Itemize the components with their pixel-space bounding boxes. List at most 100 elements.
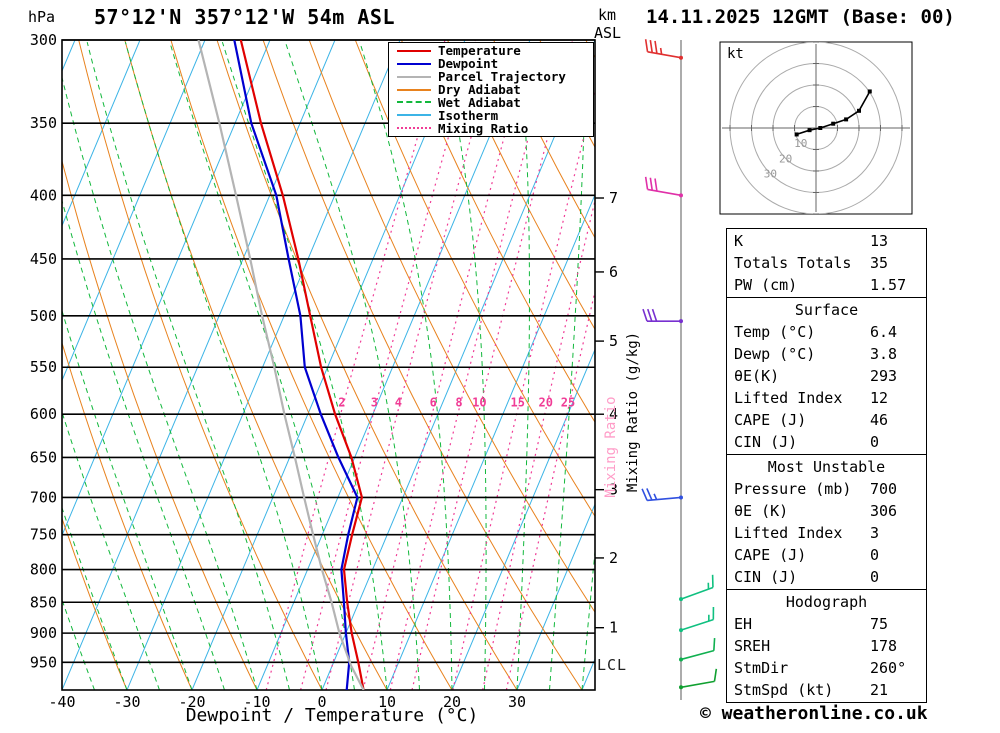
mixing-ratio-line: [265, 40, 446, 690]
table-row: Dewp (°C) 3.8: [727, 343, 926, 365]
legend-label: Isotherm: [438, 107, 499, 123]
table-row: Lifted Index 12: [727, 387, 926, 409]
parcel-trajectory-curve: [197, 40, 365, 690]
wind-barb-station-dot: [679, 319, 683, 324]
table-row: K 13: [727, 230, 926, 252]
legend-label: Temperature: [438, 43, 521, 59]
mixing-ratio-value-label: 20: [539, 396, 553, 410]
table-row-value: 306: [870, 502, 898, 520]
dry-adiabat-line: [216, 40, 518, 690]
mixing-ratio-value-label: 15: [510, 396, 524, 410]
legend-line-swatch: [397, 49, 431, 52]
hodograph-trace-point: [831, 121, 836, 126]
wet-adiabat-line: [62, 75, 258, 690]
temperature-curve: [239, 40, 365, 690]
wet-adiabat-line: [516, 42, 530, 690]
table-row-value: 35: [870, 254, 889, 272]
table-row-label: StmDir: [734, 659, 789, 677]
mixing-ratio-axis-label: Mixing Ratio (g/kg): [625, 331, 641, 493]
mixing-ratio-line: [452, 89, 595, 690]
isotherm-line: [321, 40, 595, 690]
table-row-value: 3.8: [870, 345, 898, 363]
km-tick-label: 3: [609, 481, 618, 499]
table-section-header: Surface: [794, 301, 859, 319]
table-section-header: Most Unstable: [767, 458, 886, 476]
wind-barb: [642, 308, 683, 324]
dewpoint-curve: [233, 40, 359, 690]
legend-label: Dewpoint: [438, 56, 499, 72]
isotherm-line: [451, 348, 595, 690]
table-row-value: 75: [870, 615, 889, 633]
pressure-tick-label: 600: [30, 405, 57, 423]
legend-item: Wet Adiabat: [389, 95, 593, 110]
wet-adiabat-line: [62, 410, 160, 690]
km-tick-label: 2: [609, 549, 618, 567]
isotherm-line: [62, 40, 141, 228]
table-row-label: StmSpd (kt): [734, 681, 834, 699]
dry-adiabat-line: [262, 40, 583, 690]
table-row-value: 178: [870, 637, 898, 655]
pressure-tick-label: 900: [30, 624, 57, 642]
pressure-unit-label: hPa: [28, 8, 56, 26]
pressure-tick-label: 450: [30, 250, 57, 268]
table-row-value: 46: [870, 411, 889, 429]
hodograph-trace-point: [818, 126, 823, 130]
dry-adiabat-line: [400, 40, 595, 424]
table-row: θE (K) 306: [727, 500, 926, 522]
datetime-label: 14.11.2025 12GMT (Base: 00): [646, 6, 955, 28]
table-row-value: 0: [870, 546, 880, 564]
x-tick-label: 20: [443, 693, 461, 711]
pressure-tick-label: 650: [30, 448, 57, 466]
wind-barb: [679, 668, 718, 690]
table-row-label: θE(K): [734, 367, 780, 385]
legend-item: Isotherm: [389, 107, 593, 123]
isotherm-line: [0, 40, 10, 690]
table-row: StmDir 260°: [727, 657, 926, 679]
table-row: CIN (J) 0: [727, 431, 926, 453]
wind-barb: [644, 39, 683, 60]
legend-item: Temperature: [389, 43, 593, 59]
x-tick-label: 0: [317, 693, 326, 711]
mixing-ratio-line: [300, 40, 476, 690]
dry-adiabat-line: [170, 40, 453, 690]
wind-barb-station-dot: [679, 628, 683, 633]
dry-adiabat-line: [354, 40, 595, 518]
km-tick-label: 5: [609, 332, 618, 350]
x-tick-label: -10: [243, 693, 270, 711]
x-tick-label: 10: [378, 693, 396, 711]
hodograph-trace-point: [867, 89, 872, 94]
isotherm-line: [62, 40, 336, 690]
table-row-label: Temp (°C): [734, 323, 816, 341]
legend-line-swatch: [397, 127, 431, 130]
pressure-tick-label: 550: [30, 358, 57, 376]
table-row-value: 3: [870, 524, 880, 542]
pressure-tick-label: 400: [30, 186, 57, 204]
legend-item: Dry Adiabat: [389, 82, 593, 97]
table-row: EH 75: [727, 613, 926, 635]
table-section: K 13 Totals Totals 35 PW (cm) 1.57: [727, 229, 926, 297]
plot-border: [61, 39, 596, 691]
wet-adiabat-line: [62, 506, 128, 690]
indices-table: K 13 Totals Totals 35 PW (cm) 1.57 Surface Temp…: [726, 228, 927, 703]
table-row-label: PW (cm): [734, 276, 798, 294]
hodograph-ring-label: 20: [779, 152, 792, 165]
wet-adiabat-line: [440, 41, 487, 690]
legend-item: Parcel Trajectory: [389, 69, 593, 84]
isotherm-line: [191, 40, 466, 690]
mixing-ratio-line: [411, 40, 574, 690]
dry-adiabat-line: [493, 40, 595, 239]
wet-adiabat-line: [221, 41, 388, 690]
table-row: CAPE (J) 46: [727, 409, 926, 431]
dry-adiabat-line: [62, 341, 193, 690]
wind-barb-station-dot: [679, 193, 683, 198]
table-row-label: CIN (J): [734, 568, 798, 586]
hodograph-trace-point: [807, 128, 812, 133]
wet-adiabat-line: [581, 546, 595, 690]
table-row-value: 0: [870, 568, 880, 586]
km-tick-label: 1: [609, 619, 618, 637]
table-section: Hodograph EH 75 SREH 178 StmDir 260° StmSpd (kt…: [727, 589, 926, 702]
pressure-tick-label: 300: [30, 31, 57, 49]
table-row-value: 0: [870, 433, 880, 451]
table-row-value: 13: [870, 232, 889, 250]
pressure-tick-label: 700: [30, 488, 57, 506]
